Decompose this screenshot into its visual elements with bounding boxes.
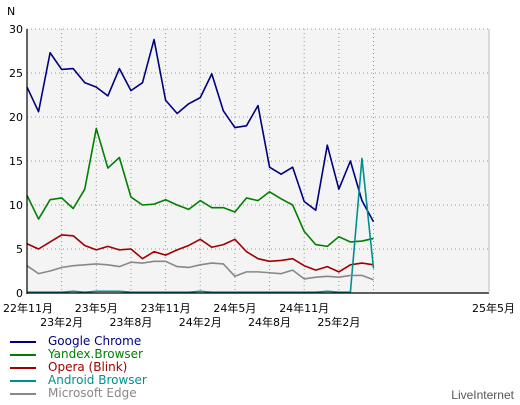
legend-swatch bbox=[10, 379, 36, 382]
legend-label: Android Browser bbox=[48, 373, 147, 387]
x-tick-label: 25年5月 bbox=[472, 301, 515, 315]
x-tick-labels: 22年11月23年2月23年5月23年8月23年11月24年2月24年5月24年… bbox=[3, 301, 515, 329]
x-tick-label: 22年11月 bbox=[3, 301, 53, 315]
legend-item: Android Browser bbox=[10, 374, 147, 387]
series-line-android-browser bbox=[27, 157, 375, 293]
liveinternet-brand: LiveInternet bbox=[451, 388, 514, 402]
x-tick-label: 23年5月 bbox=[75, 301, 118, 315]
y-tick-label: 30 bbox=[9, 23, 23, 36]
x-tick-label: 23年8月 bbox=[109, 315, 152, 329]
x-tick-label: 25年2月 bbox=[317, 315, 360, 329]
series-line-yandex-browser bbox=[26, 127, 374, 248]
legend-swatch bbox=[10, 392, 36, 395]
x-tick-label: 23年11月 bbox=[141, 301, 191, 315]
x-tick-label: 24年5月 bbox=[213, 301, 256, 315]
grid-lines bbox=[27, 28, 489, 293]
legend-label: Google Chrome bbox=[48, 334, 142, 348]
legend-label: Opera (Blink) bbox=[48, 360, 128, 374]
series-line-opera-blink bbox=[26, 234, 374, 273]
series-line-google-chrome bbox=[26, 38, 375, 223]
y-tick-label: 25 bbox=[9, 67, 23, 80]
series-line-microsoft-edge bbox=[26, 260, 374, 281]
x-tick-label: 24年2月 bbox=[179, 315, 222, 329]
line-chart: N 0 5 10 15 20 25 30 22年11月23年2月23年5月23年8月23年1… bbox=[3, 5, 515, 329]
x-tick-label: 24年8月 bbox=[248, 315, 291, 329]
x-tick-label: 24年11月 bbox=[279, 301, 329, 315]
legend-swatch bbox=[10, 340, 36, 343]
series-lines bbox=[26, 38, 375, 293]
y-tick-label: 20 bbox=[9, 111, 23, 124]
y-tick-labels: 0 5 10 15 20 25 30 bbox=[9, 23, 23, 300]
legend-item: Google Chrome bbox=[10, 335, 147, 348]
x-tick-label: 23年2月 bbox=[40, 315, 83, 329]
y-tick-label: 15 bbox=[9, 155, 23, 168]
legend-swatch bbox=[10, 353, 36, 356]
legend-label: Yandex.Browser bbox=[48, 347, 143, 361]
y-tick-label: 5 bbox=[16, 243, 23, 256]
legend-item: Yandex.Browser bbox=[10, 348, 147, 361]
legend-swatch bbox=[10, 366, 36, 369]
y-tick-label: 10 bbox=[9, 199, 23, 212]
y-tick-label: 0 bbox=[16, 287, 23, 300]
legend-item: Opera (Blink) bbox=[10, 361, 147, 374]
legend-label: Microsoft Edge bbox=[48, 386, 137, 400]
axes bbox=[26, 29, 490, 294]
legend: Google Chrome Yandex.Browser Opera (Blink)… bbox=[10, 335, 147, 400]
legend-item: Microsoft Edge bbox=[10, 387, 147, 400]
y-axis-label: N bbox=[7, 5, 15, 18]
